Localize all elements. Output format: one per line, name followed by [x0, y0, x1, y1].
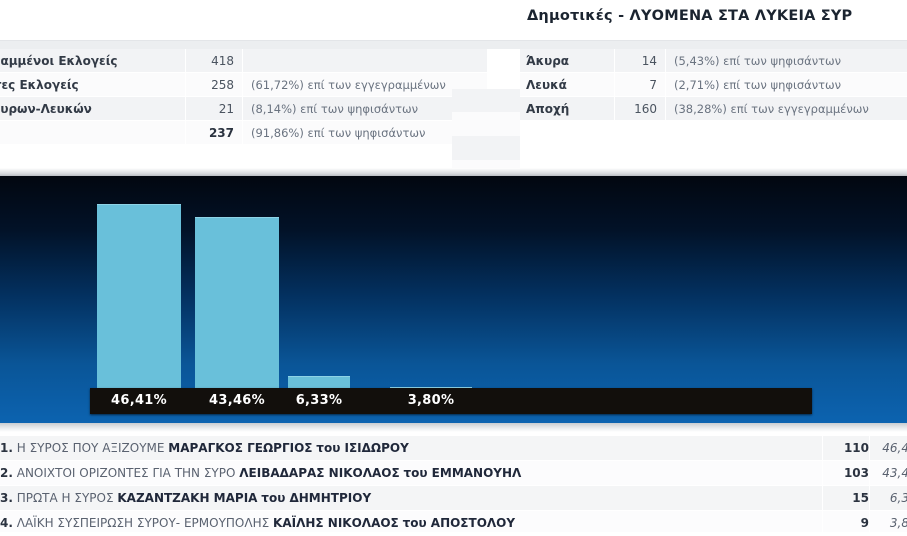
- result-party: Η ΣΥΡΟΣ ΠΟΥ ΑΞΙΖΟΥΜΕ: [16, 441, 165, 455]
- chart-top-divider: [0, 168, 907, 176]
- table-row[interactable]: 1. Η ΣΥΡΟΣ ΠΟΥ ΑΞΙΖΟΥΜΕ ΜΑΡΑΓΚΟΣ ΓΕΩΡΓΙΟ…: [0, 436, 907, 461]
- summary-band: εγγεγραμμένοι Εκλογείς 418 φίσαντες Εκλο…: [0, 40, 907, 185]
- result-votes: 15: [822, 485, 870, 511]
- result-rank: 4.: [0, 516, 13, 530]
- result-rank: 1.: [0, 441, 13, 455]
- chart-bar: [195, 217, 279, 403]
- result-entry[interactable]: 4. ΛΑΪΚΗ ΣΥΣΠΕΙΡΩΣΗ ΣΥΡΟΥ- ΕΡΜΟΥΠΟΛΗΣ ΚΑ…: [0, 510, 823, 536]
- table-row: φίσαντες Εκλογείς 258 (61,72%) επί των ε…: [0, 72, 488, 97]
- summary-label: ολο Άκυρων-Λευκών: [0, 96, 186, 121]
- table-row[interactable]: 2. ΑΝΟΙΧΤΟΙ ΟΡΙΖΟΝΤΕΣ ΓΙΑ ΤΗΝ ΣΥΡΟ ΛΕΙΒΑ…: [0, 460, 907, 486]
- summary-note: (61,72%) επί των εγγεγραμμένων: [242, 72, 488, 97]
- summary-value: 418: [185, 49, 243, 73]
- result-patronymic: του ΙΣΙΔΩΡΟΥ: [316, 441, 409, 455]
- table-row: εγγεγραμμένοι Εκλογείς 418: [0, 49, 488, 73]
- summary-note: (2,71%) επί των ψηφισάντων: [665, 72, 907, 97]
- chart-bar-label: 46,41%: [111, 393, 167, 408]
- result-percent: 43,4: [869, 460, 907, 486]
- summary-note: (5,43%) επί των ψηφισάντων: [665, 49, 907, 73]
- table-row: Αποχή 160 (38,28%) επί των εγγεγραμμένων: [520, 96, 907, 121]
- summary-value: 160: [614, 96, 666, 121]
- summary-label: Άκυρα: [520, 49, 615, 73]
- result-candidate: ΛΕΙΒΑΔΑΡΑΣ ΝΙΚΟΛΑΟΣ: [239, 466, 400, 480]
- chart-label-strip: 46,41% 43,46% 6,33% 3,80%: [90, 388, 812, 414]
- summary-top-strip: [0, 41, 907, 49]
- result-votes: 110: [822, 436, 870, 461]
- title-bar: Δημοτικές - ΛΥΟΜΕΝΑ ΣΤΑ ΛΥΚΕΙΑ ΣΥΡ: [0, 0, 907, 40]
- result-percent: 46,4: [869, 436, 907, 461]
- results-bar-chart: 46,41% 43,46% 6,33% 3,80%: [0, 176, 907, 423]
- summary-label: φίσαντες Εκλογείς: [0, 72, 186, 97]
- result-entry[interactable]: 1. Η ΣΥΡΟΣ ΠΟΥ ΑΞΙΖΟΥΜΕ ΜΑΡΑΓΚΟΣ ΓΕΩΡΓΙΟ…: [0, 436, 823, 461]
- summary-value: 14: [614, 49, 666, 73]
- summary-value: 237: [185, 120, 243, 145]
- result-candidate: ΜΑΡΑΓΚΟΣ ΓΕΩΡΓΙΟΣ: [168, 441, 313, 455]
- summary-note: [242, 49, 488, 73]
- result-patronymic: του ΔΗΜΗΤΡΙΟΥ: [261, 491, 372, 505]
- bottom-fill: [0, 532, 907, 536]
- result-patronymic: του ΕΜΜΑΝΟΥΗΛ: [403, 466, 522, 480]
- result-patronymic: του ΑΠΟΣΤΟΛΟΥ: [402, 516, 516, 530]
- table-row[interactable]: 4. ΛΑΪΚΗ ΣΥΣΠΕΙΡΩΣΗ ΣΥΡΟΥ- ΕΡΜΟΥΠΟΛΗΣ ΚΑ…: [0, 510, 907, 536]
- result-candidate: ΚΑΪΛΗΣ ΝΙΚΟΛΑΟΣ: [273, 516, 399, 530]
- table-row: Λευκά 7 (2,71%) επί των ψηφισάντων: [520, 72, 907, 97]
- chart-bar-label: 3,80%: [407, 393, 455, 408]
- result-entry[interactable]: 3. ΠΡΩΤΑ Η ΣΥΡΟΣ ΚΑΖΑΝΤΖΑΚΗ ΜΑΡΙΑ του ΔΗ…: [0, 485, 823, 511]
- result-rank: 3.: [0, 491, 13, 505]
- summary-value: 21: [185, 96, 243, 121]
- table-row[interactable]: 3. ΠΡΩΤΑ Η ΣΥΡΟΣ ΚΑΖΑΝΤΖΑΚΗ ΜΑΡΙΑ του ΔΗ…: [0, 485, 907, 511]
- summary-value: 7: [614, 72, 666, 97]
- chart-bar-label: 43,46%: [209, 393, 265, 408]
- summary-label: εγγεγραμμένοι Εκλογείς: [0, 49, 186, 73]
- table-row: Άκυρα 14 (5,43%) επί των ψηφισάντων: [520, 49, 907, 73]
- page-title: Δημοτικές - ΛΥΟΜΕΝΑ ΣΤΑ ΛΥΚΕΙΑ ΣΥΡ: [527, 8, 853, 24]
- result-percent: 3,8: [869, 510, 907, 536]
- result-votes: 103: [822, 460, 870, 486]
- chart-bar: [97, 204, 181, 403]
- result-candidate: ΚΑΖΑΝΤΖΑΚΗ ΜΑΡΙΑ: [117, 491, 258, 505]
- result-party: ΠΡΩΤΑ Η ΣΥΡΟΣ: [16, 491, 114, 505]
- result-percent: 6,3: [869, 485, 907, 511]
- table-row: υρα 237 (91,86%) επί των ψηφισάντων: [0, 120, 488, 145]
- result-rank: 2.: [0, 466, 13, 480]
- table-row: ολο Άκυρων-Λευκών 21 (8,14%) επί των ψηφ…: [0, 96, 488, 121]
- summary-label: υρα: [0, 120, 186, 145]
- result-entry[interactable]: 2. ΑΝΟΙΧΤΟΙ ΟΡΙΖΟΝΤΕΣ ΓΙΑ ΤΗΝ ΣΥΡΟ ΛΕΙΒΑ…: [0, 460, 823, 486]
- summary-label: Λευκά: [520, 72, 615, 97]
- summary-note: (91,86%) επί των ψηφισάντων: [242, 120, 488, 145]
- result-party: ΛΑΪΚΗ ΣΥΣΠΕΙΡΩΣΗ ΣΥΡΟΥ- ΕΡΜΟΥΠΟΛΗΣ: [16, 516, 270, 530]
- results-table: 1. Η ΣΥΡΟΣ ΠΟΥ ΑΞΙΖΟΥΜΕ ΜΑΡΑΓΚΟΣ ΓΕΩΡΓΙΟ…: [0, 436, 907, 536]
- summary-table-left: εγγεγραμμένοι Εκλογείς 418 φίσαντες Εκλο…: [0, 49, 488, 145]
- results-top-divider: [0, 423, 907, 432]
- result-party: ΑΝΟΙΧΤΟΙ ΟΡΙΖΟΝΤΕΣ ΓΙΑ ΤΗΝ ΣΥΡΟ: [16, 466, 236, 480]
- summary-value: 258: [185, 72, 243, 97]
- summary-note: (38,28%) επί των εγγεγραμμένων: [665, 96, 907, 121]
- chart-bar-label: 6,33%: [295, 393, 343, 408]
- summary-label: Αποχή: [520, 96, 615, 121]
- result-votes: 9: [822, 510, 870, 536]
- summary-note: (8,14%) επί των ψηφισάντων: [242, 96, 488, 121]
- summary-table-right: Άκυρα 14 (5,43%) επί των ψηφισάντων Λευκ…: [520, 49, 907, 121]
